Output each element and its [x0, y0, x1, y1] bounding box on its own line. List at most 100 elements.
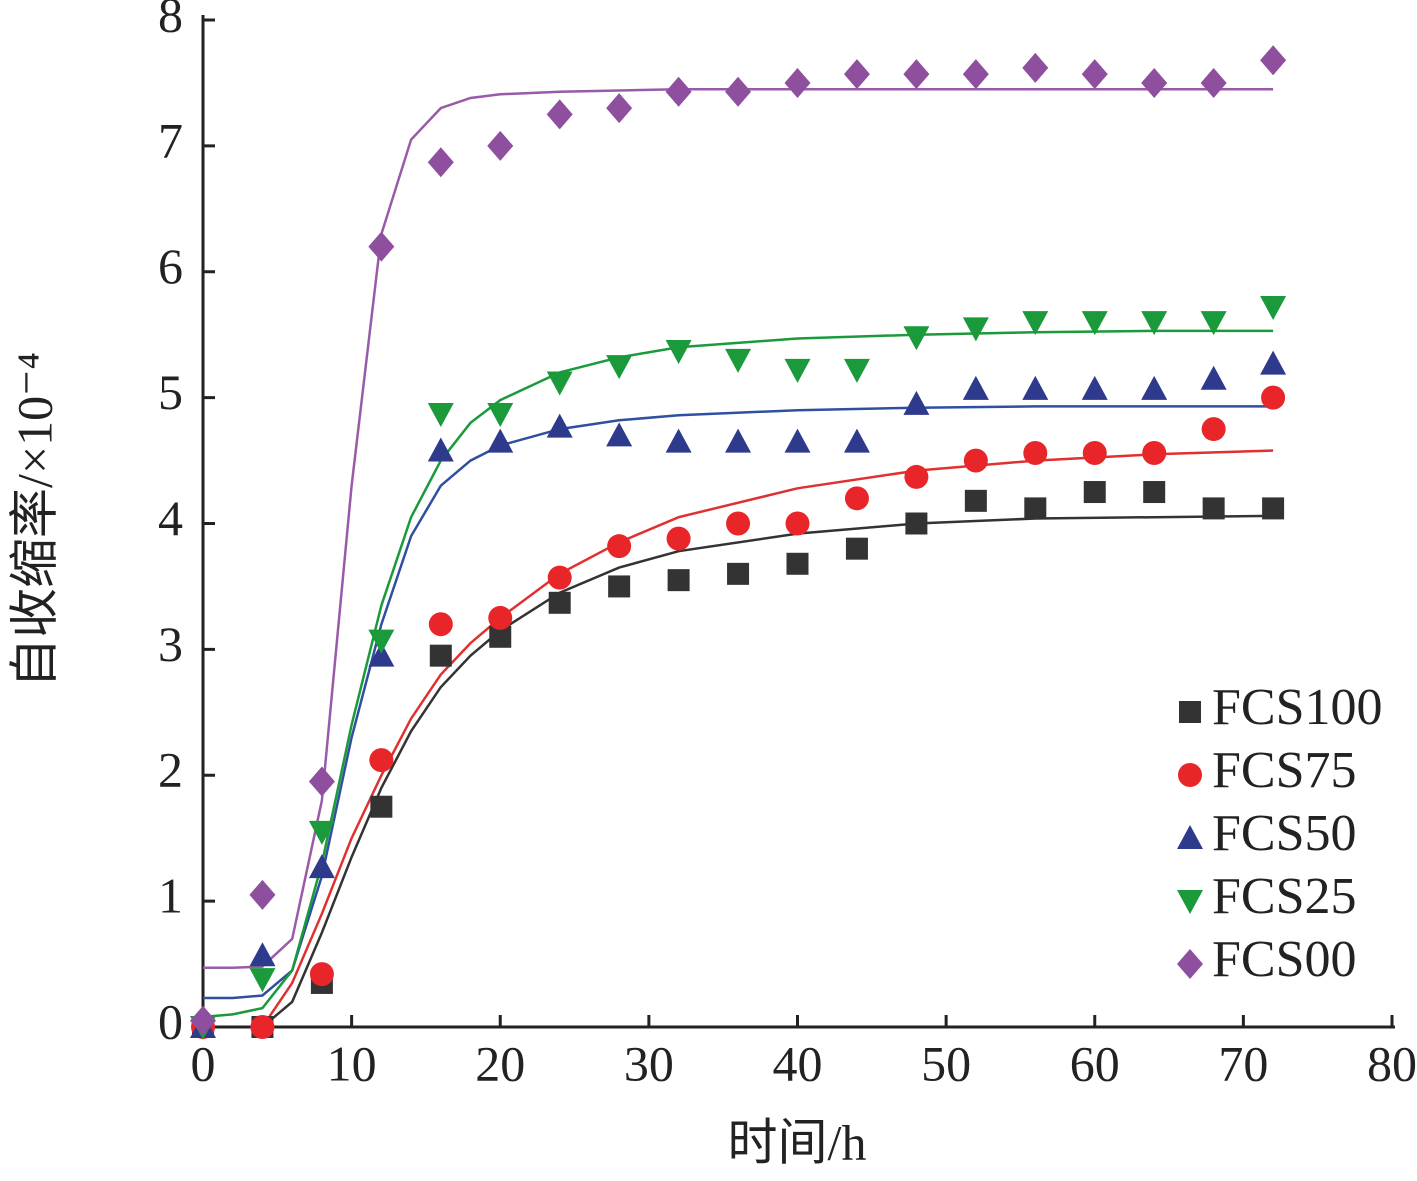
data-point: [1082, 441, 1107, 466]
data-point: [547, 565, 572, 590]
data-point: [546, 413, 573, 438]
data-point: [963, 448, 988, 473]
data-point: [784, 67, 811, 98]
y-tick-label: 7: [158, 112, 183, 168]
data-point: [548, 591, 571, 614]
data-point: [1023, 441, 1048, 466]
data-point: [429, 644, 452, 667]
y-axis-label: 自收缩率/×10⁻⁴: [6, 352, 62, 688]
data-point: [190, 1005, 216, 1036]
data-point: [606, 355, 633, 380]
data-point: [903, 59, 930, 90]
x-tick-label: 80: [1367, 1035, 1417, 1091]
data-point: [903, 326, 930, 351]
data-point: [667, 569, 690, 592]
data-point: [487, 130, 514, 161]
fit-curve: [203, 405, 1274, 1000]
y-tick-label: 2: [158, 742, 183, 798]
data-point: [845, 537, 868, 560]
data-point: [1081, 59, 1108, 90]
x-tick-label: 0: [191, 1035, 216, 1091]
fit-curve: [203, 87, 1274, 970]
data-point: [1081, 375, 1108, 400]
data-point: [726, 511, 751, 536]
data-point: [904, 464, 929, 489]
data-point: [309, 962, 334, 987]
legend-marker: [1177, 825, 1203, 849]
y-tick-label: 0: [158, 993, 183, 1049]
data-point: [368, 642, 395, 667]
data-point: [1143, 481, 1166, 504]
data-point: [606, 422, 633, 447]
legend-label: FCS25: [1212, 868, 1357, 925]
data-point: [368, 629, 395, 654]
data-point: [546, 99, 573, 130]
legend-marker: [1178, 763, 1202, 787]
y-tick-label: 5: [158, 364, 183, 420]
data-point: [1260, 45, 1287, 76]
data-point: [427, 147, 454, 178]
data-point: [1024, 497, 1047, 520]
data-point: [1141, 311, 1168, 336]
data-point: [546, 371, 573, 396]
x-tick-label: 30: [624, 1035, 674, 1091]
data-point: [368, 231, 395, 262]
data-point: [962, 375, 989, 400]
data-point: [665, 76, 692, 107]
legend-label: FCS75: [1212, 742, 1357, 799]
data-point: [1022, 375, 1049, 400]
data-point: [488, 605, 513, 630]
data-point: [725, 76, 752, 107]
data-point: [487, 428, 514, 453]
fit-curve: [261, 514, 1274, 1028]
data-point: [427, 437, 454, 462]
data-point: [1141, 67, 1168, 98]
x-tick-label: 60: [1070, 1035, 1120, 1091]
data-point: [725, 428, 752, 453]
data-point: [903, 390, 930, 415]
legend-marker: [1179, 701, 1201, 723]
data-point: [784, 358, 811, 383]
data-point: [1201, 417, 1226, 442]
y-tick-label: 6: [158, 238, 183, 294]
data-point: [1260, 295, 1287, 320]
x-axis-label: 时间/h: [728, 1114, 867, 1170]
x-tick-label: 50: [921, 1035, 971, 1091]
data-point: [962, 317, 989, 342]
data-point: [665, 428, 692, 453]
y-tick-label: 1: [158, 868, 183, 924]
data-point: [1200, 365, 1227, 390]
data-point: [1261, 385, 1286, 410]
data-point: [784, 428, 811, 453]
data-point: [1200, 67, 1227, 98]
data-point: [308, 854, 335, 879]
data-point: [1142, 441, 1167, 466]
data-point: [725, 348, 752, 373]
data-point: [608, 575, 631, 598]
data-point: [370, 795, 393, 818]
data-point: [487, 402, 514, 427]
data-point: [843, 358, 870, 383]
legend-marker: [1177, 949, 1203, 979]
y-tick-label: 4: [158, 490, 183, 546]
data-point: [665, 340, 692, 365]
data-point: [786, 552, 809, 575]
data-point: [727, 562, 750, 585]
x-tick-label: 40: [773, 1035, 823, 1091]
x-tick-label: 10: [327, 1035, 377, 1091]
legend-label: FCS50: [1212, 805, 1357, 862]
data-point: [964, 489, 987, 512]
data-point: [249, 942, 276, 967]
legend-label: FCS00: [1212, 931, 1357, 988]
data-point: [249, 968, 276, 993]
y-tick-label: 3: [158, 616, 183, 672]
data-point: [1200, 311, 1227, 336]
data-point: [606, 93, 633, 124]
data-point: [607, 534, 632, 559]
data-point: [1202, 497, 1225, 520]
data-point: [308, 820, 335, 845]
data-point: [308, 766, 335, 797]
data-point: [428, 612, 453, 637]
data-point: [1141, 375, 1168, 400]
